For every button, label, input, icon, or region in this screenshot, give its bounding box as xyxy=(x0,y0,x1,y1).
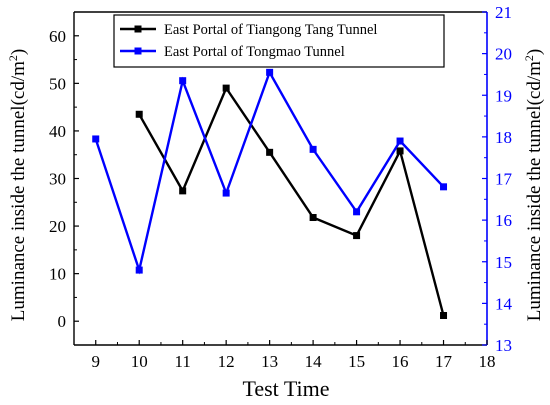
right-tick-label: 14 xyxy=(495,294,513,313)
legend-entry-2: East Portal of Tongmao Tunnel xyxy=(120,44,345,60)
x-tick-label: 17 xyxy=(435,352,453,371)
x-tick-label: 16 xyxy=(392,352,409,371)
series-1 xyxy=(135,84,448,320)
data-point xyxy=(222,189,230,197)
x-axis-title: Test Time xyxy=(242,376,329,401)
series-2 xyxy=(92,68,448,275)
x-tick-label: 11 xyxy=(174,352,190,371)
right-axis-title-sup: 2 xyxy=(522,55,536,61)
right-axis-title: Luminance inside the tunnel(cd/m2) xyxy=(522,49,545,321)
left-axis-title: Luminance inside the tunnel(cd/m2) xyxy=(6,49,29,321)
x-tick-label: 15 xyxy=(348,352,365,371)
left-tick-label: 20 xyxy=(49,217,66,236)
right-y-axis: 13 14 15 16 17 18 19 20 21 xyxy=(482,3,513,355)
right-tick-label: 20 xyxy=(495,45,512,64)
x-axis: 9 10 11 12 13 14 15 16 17 18 xyxy=(91,340,496,371)
data-point xyxy=(309,145,317,153)
x-tick-label: 9 xyxy=(91,352,100,371)
right-tick-label: 13 xyxy=(495,336,512,355)
x-tick-label: 12 xyxy=(218,352,235,371)
left-tick-label: 0 xyxy=(58,312,67,331)
data-point xyxy=(353,232,361,240)
legend-label: East Portal of Tongmao Tunnel xyxy=(164,44,345,60)
right-tick-label: 16 xyxy=(495,211,512,230)
data-point xyxy=(440,183,448,191)
right-axis-title-end: ) xyxy=(524,49,545,55)
x-tick-label: 14 xyxy=(305,352,323,371)
left-tick-label: 10 xyxy=(49,265,66,284)
legend-swatch-marker xyxy=(134,47,142,55)
series-layer xyxy=(92,68,448,320)
data-point xyxy=(179,77,187,85)
data-point xyxy=(396,147,404,155)
legend-entry-1: East Portal of Tiangong Tang Tunnel xyxy=(120,22,377,38)
legend-box xyxy=(113,14,445,68)
data-point xyxy=(396,137,404,145)
series-line xyxy=(138,85,445,316)
data-point xyxy=(135,266,143,274)
legend: East Portal of Tiangong Tang Tunnel East … xyxy=(113,14,445,68)
data-point xyxy=(353,208,361,216)
right-tick-label: 19 xyxy=(495,86,512,105)
data-point xyxy=(266,148,274,156)
data-point xyxy=(309,214,317,222)
left-axis-title-sup: 2 xyxy=(6,55,20,61)
data-point xyxy=(179,187,187,195)
x-tick-label: 18 xyxy=(479,352,496,371)
right-tick-label: 18 xyxy=(495,128,512,147)
legend-label: East Portal of Tiangong Tang Tunnel xyxy=(164,22,377,38)
data-point xyxy=(266,68,274,76)
right-tick-label: 21 xyxy=(495,3,512,22)
left-axis-title-main: Luminance inside the tunnel(cd/m xyxy=(8,61,29,321)
left-axis-title-end: ) xyxy=(8,49,29,55)
right-tick-label: 17 xyxy=(495,170,513,189)
left-y-axis: 0 10 20 30 40 50 60 xyxy=(49,27,79,346)
right-tick-label: 15 xyxy=(495,253,512,272)
left-tick-label: 50 xyxy=(49,74,66,93)
data-point xyxy=(92,135,100,143)
left-tick-label: 40 xyxy=(49,122,66,141)
data-point xyxy=(440,312,448,320)
legend-swatch-marker xyxy=(134,25,142,33)
data-point xyxy=(135,110,143,118)
left-tick-label: 60 xyxy=(49,27,66,46)
data-point xyxy=(222,84,230,92)
right-axis-title-main: Luminance inside the tunnel(cd/m xyxy=(524,61,545,321)
x-tick-label: 13 xyxy=(261,352,278,371)
x-tick-label: 10 xyxy=(131,352,148,371)
series-line xyxy=(94,69,445,275)
left-tick-label: 30 xyxy=(49,170,66,189)
